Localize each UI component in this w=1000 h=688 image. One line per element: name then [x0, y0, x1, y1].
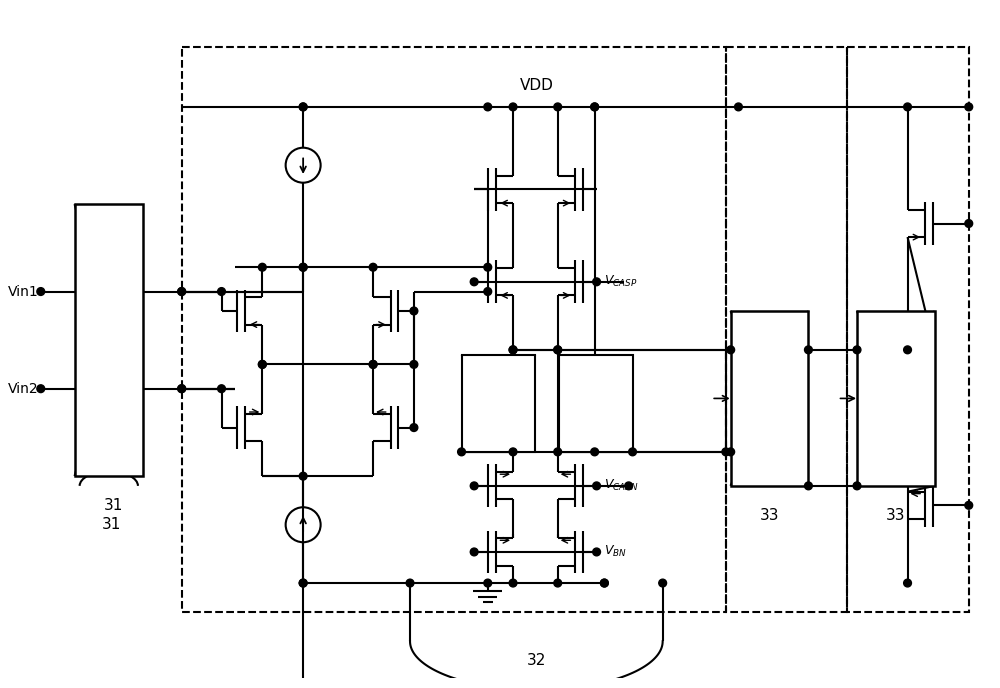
Circle shape [484, 103, 492, 111]
Circle shape [600, 579, 608, 587]
Circle shape [509, 448, 517, 455]
Circle shape [727, 448, 735, 455]
Circle shape [625, 482, 633, 490]
Text: 33: 33 [886, 508, 906, 522]
Circle shape [965, 219, 973, 228]
Circle shape [369, 264, 377, 271]
Circle shape [258, 361, 266, 368]
Circle shape [904, 346, 911, 354]
Bar [75, 204, 143, 476]
Circle shape [470, 548, 478, 556]
Circle shape [299, 579, 307, 587]
Circle shape [554, 346, 562, 354]
Circle shape [591, 103, 599, 111]
Circle shape [299, 264, 307, 271]
Circle shape [470, 278, 478, 286]
Circle shape [735, 103, 742, 111]
Circle shape [299, 472, 307, 480]
Circle shape [629, 448, 636, 455]
Circle shape [369, 361, 377, 368]
Circle shape [178, 288, 186, 295]
Circle shape [37, 288, 45, 295]
Circle shape [299, 264, 307, 271]
Circle shape [554, 579, 562, 587]
Circle shape [484, 264, 492, 271]
Circle shape [600, 579, 608, 587]
Circle shape [299, 579, 307, 587]
Circle shape [591, 103, 599, 111]
Circle shape [509, 346, 517, 354]
Circle shape [853, 482, 861, 490]
Text: Vin1: Vin1 [8, 285, 39, 299]
Circle shape [369, 361, 377, 368]
Circle shape [904, 103, 911, 111]
Text: $V_{CASP}$: $V_{CASP}$ [604, 275, 638, 290]
Circle shape [458, 448, 465, 455]
Circle shape [406, 579, 414, 587]
Circle shape [593, 482, 600, 490]
Circle shape [593, 548, 600, 556]
Circle shape [509, 579, 517, 587]
Circle shape [904, 579, 911, 587]
Text: 31: 31 [102, 517, 121, 533]
Circle shape [722, 448, 730, 455]
Circle shape [805, 482, 812, 490]
Circle shape [258, 264, 266, 271]
Bar [462, 355, 535, 452]
Circle shape [178, 288, 186, 295]
Circle shape [299, 103, 307, 111]
Circle shape [805, 346, 812, 354]
Circle shape [554, 448, 562, 455]
Circle shape [218, 385, 225, 393]
Circle shape [258, 361, 266, 368]
Text: VDD: VDD [519, 78, 553, 93]
Bar [559, 355, 633, 452]
Text: $V_{CASN}$: $V_{CASN}$ [604, 478, 639, 493]
Circle shape [410, 307, 418, 315]
Bar [857, 311, 935, 486]
Circle shape [727, 346, 735, 354]
Circle shape [410, 361, 418, 368]
Circle shape [299, 103, 307, 111]
Circle shape [593, 278, 600, 286]
Circle shape [853, 346, 861, 354]
Text: 31: 31 [104, 498, 123, 513]
Circle shape [659, 579, 667, 587]
Circle shape [965, 502, 973, 509]
Text: Vin2: Vin2 [8, 382, 39, 396]
Text: 32: 32 [527, 653, 546, 668]
Bar [726, 47, 847, 612]
Circle shape [965, 103, 973, 111]
Circle shape [37, 385, 45, 393]
Circle shape [410, 424, 418, 431]
Circle shape [484, 579, 492, 587]
Circle shape [554, 103, 562, 111]
Circle shape [178, 385, 186, 393]
Circle shape [509, 346, 517, 354]
Circle shape [554, 346, 562, 354]
Circle shape [591, 448, 599, 455]
Text: 33: 33 [760, 508, 779, 522]
Circle shape [484, 288, 492, 295]
Bar [182, 47, 726, 612]
Text: $V_{BN}$: $V_{BN}$ [604, 544, 627, 559]
Circle shape [218, 288, 225, 295]
Bar [847, 47, 969, 612]
Bar [731, 311, 808, 486]
Circle shape [470, 482, 478, 490]
Circle shape [509, 103, 517, 111]
Circle shape [178, 385, 186, 393]
